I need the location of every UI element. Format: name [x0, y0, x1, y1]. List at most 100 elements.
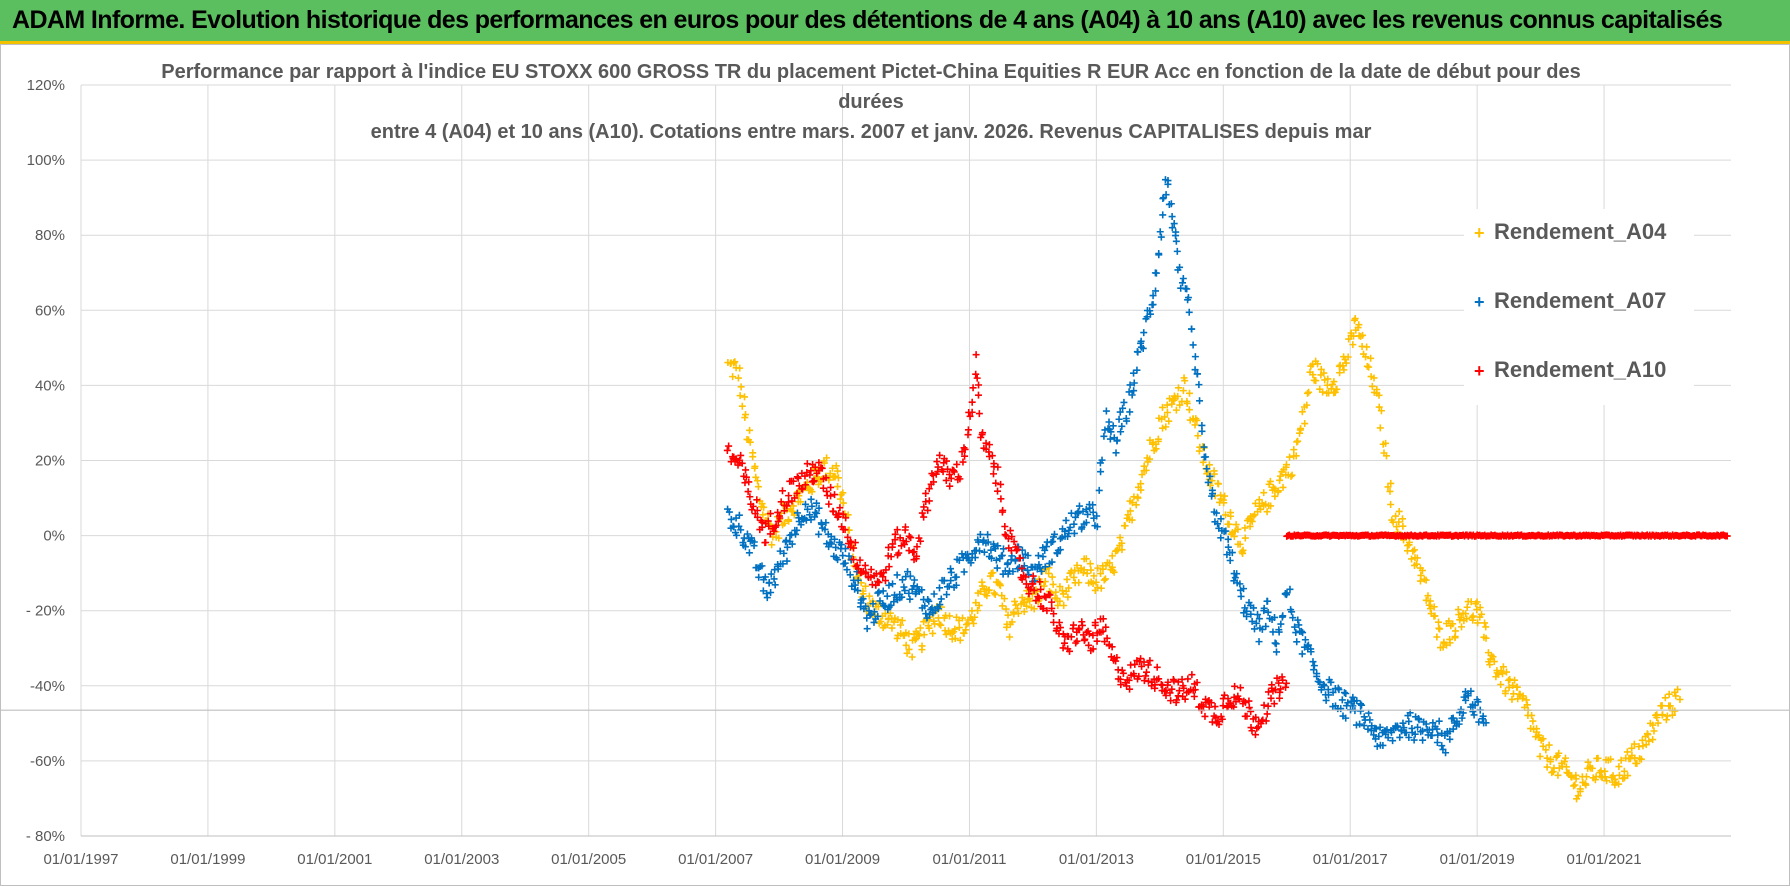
- scatter-point-rendement-a04: [1065, 584, 1073, 592]
- scatter-point-rendement-a04: [1539, 735, 1547, 743]
- scatter-point-rendement-a07: [832, 543, 840, 551]
- scatter-point-rendement-a04: [1547, 755, 1555, 763]
- scatter-point-rendement-a07: [1360, 713, 1368, 721]
- scatter-point-rendement-a04: [1505, 676, 1513, 684]
- scatter-point-rendement-a04: [1554, 771, 1562, 779]
- scatter-point-rendement-a04: [1101, 575, 1109, 583]
- scatter-point-rendement-a07: [1024, 552, 1032, 560]
- scatter-point-rendement-a04: [1154, 435, 1162, 443]
- scatter-point-rendement-a07: [779, 560, 787, 568]
- scatter-point-rendement-a07: [1260, 604, 1268, 612]
- scatter-point-rendement-a04: [890, 618, 898, 626]
- scatter-point-rendement-a07: [1188, 325, 1196, 333]
- scatter-point-rendement-a07: [1137, 337, 1145, 345]
- scatter-point-rendement-a04: [1649, 736, 1657, 744]
- scatter-point-rendement-a04: [977, 587, 985, 595]
- scatter-point-rendement-a04: [1649, 721, 1657, 729]
- scatter-point-rendement-a07: [1089, 508, 1097, 516]
- scatter-point-rendement-a07: [918, 586, 926, 594]
- scatter-point-rendement-a07: [1118, 422, 1126, 430]
- scatter-point-rendement-a07: [1313, 670, 1321, 678]
- scatter-point-rendement-a07: [971, 554, 979, 562]
- scatter-point-rendement-a04: [1672, 692, 1680, 700]
- scatter-point-rendement-a04: [1026, 597, 1034, 605]
- scatter-point-rendement-a10: [1190, 693, 1198, 701]
- scatter-point-rendement-a10: [799, 485, 807, 493]
- scatter-point-rendement-a07: [1189, 341, 1197, 349]
- scatter-point-rendement-a04: [918, 642, 926, 650]
- scatter-point-rendement-a10: [943, 457, 951, 465]
- y-tick-label: -60%: [30, 753, 65, 770]
- scatter-point-rendement-a10: [772, 522, 780, 530]
- scatter-point-rendement-a04: [956, 636, 964, 644]
- scatter-point-rendement-a07: [936, 601, 944, 609]
- scatter-point-rendement-a10: [905, 547, 913, 555]
- scatter-point-rendement-a07: [1286, 585, 1294, 593]
- scatter-point-rendement-a04: [1451, 627, 1459, 635]
- scatter-point-rendement-a04: [1342, 359, 1350, 367]
- scatter-point-rendement-a07: [998, 551, 1006, 559]
- scatter-point-rendement-a04: [1090, 572, 1098, 580]
- scatter-point-rendement-a04: [985, 586, 993, 594]
- scatter-point-rendement-a10: [1012, 547, 1020, 555]
- scatter-point-rendement-a10: [994, 463, 1002, 471]
- legend-label-a04: Rendement_A04: [1494, 219, 1667, 244]
- scatter-point-rendement-a04: [814, 474, 822, 482]
- scatter-point-rendement-a04: [808, 488, 816, 496]
- scatter-point-rendement-a04: [991, 591, 999, 599]
- scatter-point-rendement-a10: [1126, 685, 1134, 693]
- scatter-point-rendement-a04: [1100, 576, 1108, 584]
- scatter-point-rendement-a07: [960, 568, 968, 576]
- scatter-point-rendement-a10: [881, 577, 889, 585]
- scatter-point-rendement-a07: [1172, 237, 1180, 245]
- scatter-point-rendement-a10: [1046, 591, 1054, 599]
- scatter-point-rendement-a10: [762, 538, 770, 546]
- scatter-point-rendement-a10: [902, 538, 910, 546]
- scatter-point-rendement-a07: [741, 543, 749, 551]
- scatter-point-rendement-a04: [1049, 580, 1057, 588]
- scatter-chart: 120% 100% 80% 60% 40% 20% 0% - 20% -40% -60% - 80%…: [1, 77, 1789, 868]
- scatter-point-rendement-a04: [898, 617, 906, 625]
- scatter-point-rendement-a07: [776, 547, 784, 555]
- scatter-point-rendement-a07: [841, 545, 849, 553]
- scatter-point-rendement-a07: [1130, 379, 1138, 387]
- scatter-point-rendement-a10: [1207, 699, 1215, 707]
- scatter-point-rendement-a10: [885, 563, 893, 571]
- report-title: ADAM Informe. Evolution historique des p…: [12, 6, 1723, 34]
- x-tick-label: 01/01/2021: [1567, 851, 1642, 868]
- y-tick-label: - 20%: [26, 603, 65, 620]
- scatter-point-rendement-a04: [1345, 335, 1353, 343]
- scatter-point-rendement-a07: [793, 526, 801, 534]
- scatter-point-rendement-a07: [837, 541, 845, 549]
- scatter-point-rendement-a07: [1191, 366, 1199, 374]
- scatter-point-rendement-a07: [826, 538, 834, 546]
- scatter-point-rendement-a10: [815, 459, 823, 467]
- scatter-point-rendement-a04: [1463, 603, 1471, 611]
- scatter-point-rendement-a07: [910, 582, 918, 590]
- legend-label-a10: Rendement_A10: [1494, 357, 1667, 382]
- scatter-point-rendement-a07: [1275, 628, 1283, 636]
- scatter-point-rendement-a04: [1257, 505, 1265, 513]
- scatter-point-rendement-a10: [918, 509, 926, 517]
- scatter-point-rendement-a07: [806, 511, 814, 519]
- scatter-point-rendement-a04: [1637, 755, 1645, 763]
- scatter-point-rendement-a07: [1126, 408, 1134, 416]
- scatter-point-rendement-a10: [1103, 634, 1111, 642]
- scatter-point-rendement-a04: [1584, 758, 1592, 766]
- scatter-point-rendement-a10: [1204, 697, 1212, 705]
- scatter-point-rendement-a07: [808, 502, 816, 510]
- scatter-point-rendement-a07: [1156, 228, 1164, 236]
- scatter-point-rendement-a04: [1138, 471, 1146, 479]
- scatter-point-rendement-a07: [1093, 512, 1101, 520]
- scatter-point-rendement-a04: [1449, 620, 1457, 628]
- scatter-point-rendement-a04: [1303, 401, 1311, 409]
- scatter-point-rendement-a07: [851, 581, 859, 589]
- scatter-point-rendement-a10: [1078, 621, 1086, 629]
- scatter-point-rendement-a10: [939, 468, 947, 476]
- scatter-point-rendement-a07: [952, 581, 960, 589]
- scatter-point-rendement-a04: [1442, 641, 1450, 649]
- scatter-point-rendement-a04: [1323, 381, 1331, 389]
- scatter-point-rendement-a04: [1393, 523, 1401, 531]
- scatter-point-rendement-a07: [879, 587, 887, 595]
- scatter-point-rendement-a10: [975, 410, 983, 418]
